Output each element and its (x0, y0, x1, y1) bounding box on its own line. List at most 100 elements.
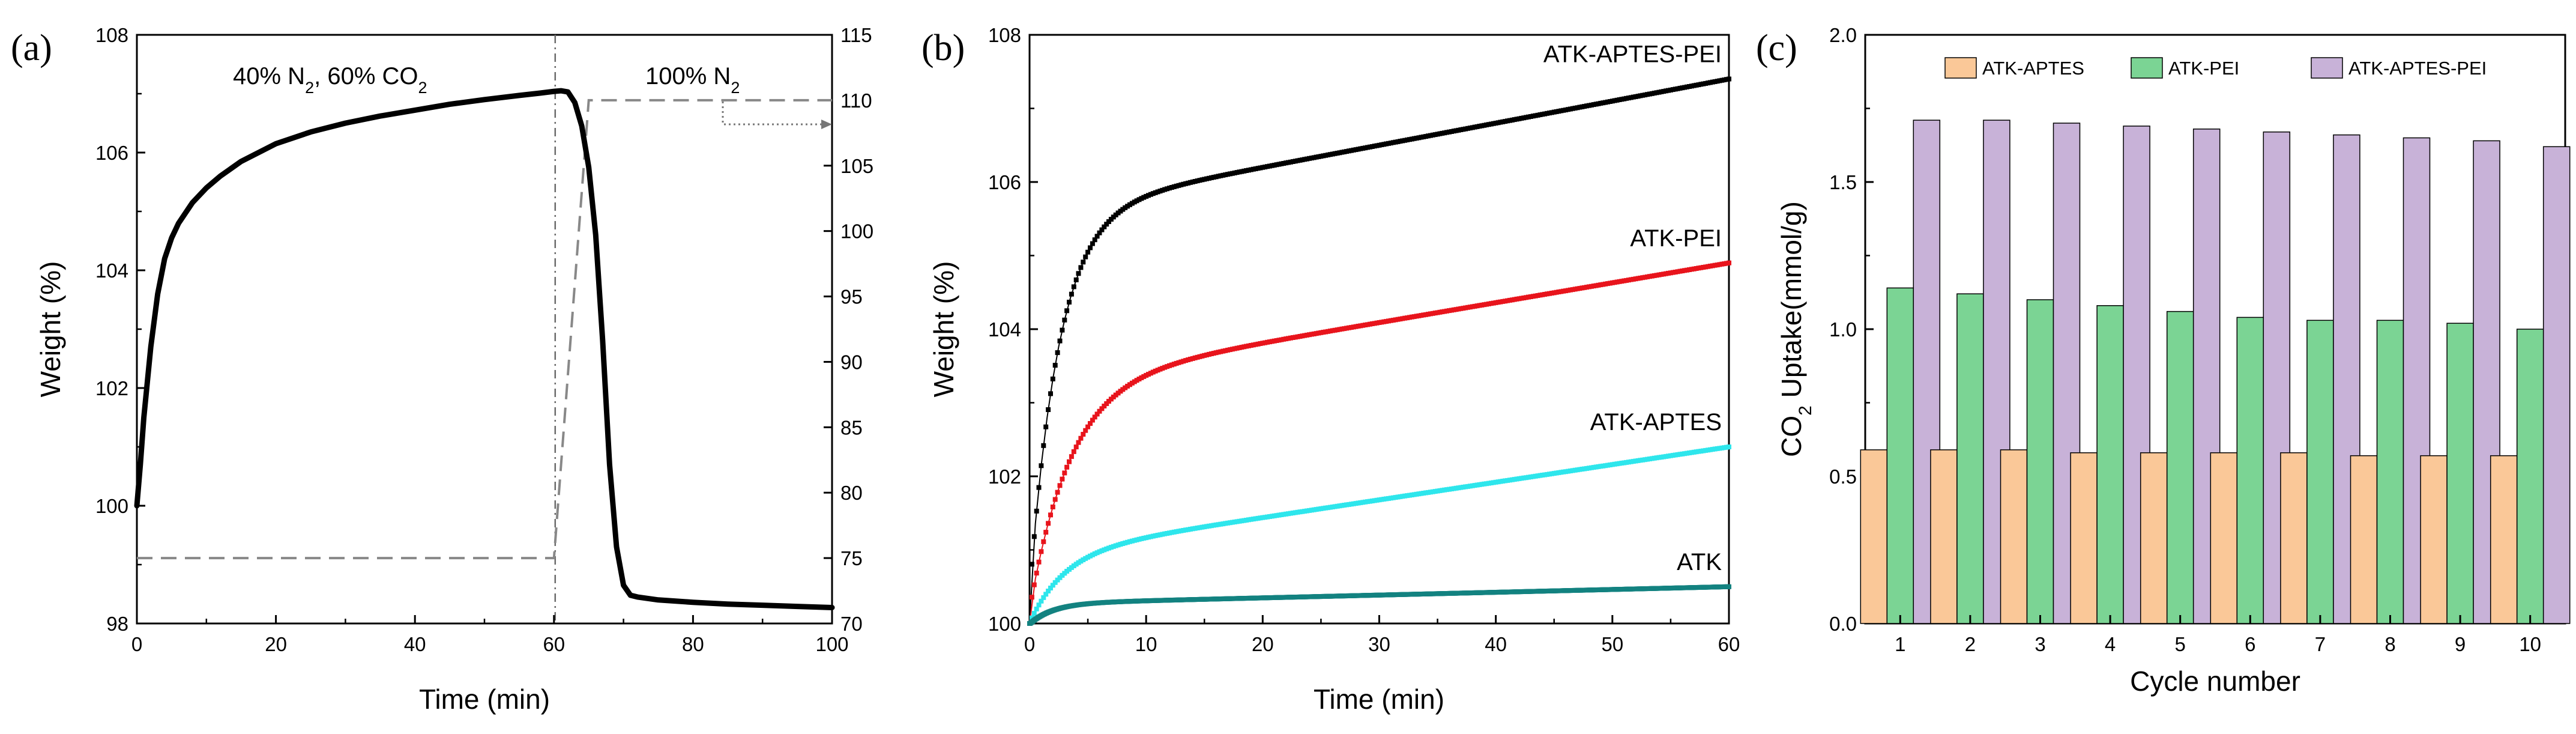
panel-a-gas-label-right: 100% N2 (645, 63, 740, 97)
panel-b-point-atk-aptes-pei (1062, 317, 1067, 323)
panel-b-point-atk-pei (1078, 435, 1084, 441)
panel-b-point-atk-aptes-pei (1727, 76, 1731, 82)
panel-b-point-atk-pei (1031, 582, 1037, 587)
panel-b-point-atk-aptes-pei (1046, 407, 1051, 412)
panel-b-point-atk-aptes-pei (1039, 463, 1044, 469)
panel-c-bar-atk-aptes (2490, 455, 2518, 624)
panel-b-point-atk-aptes-pei (1097, 230, 1102, 235)
panel-b-y-tick-label: 106 (988, 171, 1021, 193)
panel-b-point-atk-aptes (1036, 602, 1042, 608)
panel-b-point-atk-aptes-pei (1088, 245, 1093, 250)
panel-b-point-atk-aptes (1048, 586, 1053, 590)
panel-a-y-axis-label: Weight (%) (35, 261, 66, 398)
panel-a-y2-tick-label: 115 (840, 24, 872, 46)
panel-b-point-atk-aptes-pei (1102, 224, 1107, 229)
panel-b-series: ATK-APTES-PEI ATK-PEI ATK-APTES ATK (1027, 41, 1731, 626)
panel-b-point-atk-pei (1057, 483, 1063, 488)
panel-c-legend-label: ATK-APTES (1982, 58, 2084, 79)
panel-b-y-tick-label: 100 (988, 613, 1021, 635)
panel-c-legend-label: ATK-PEI (2168, 58, 2239, 79)
panel-c-legend: ATK-APTES ATK-PEI ATK-APTES-PEI (1944, 57, 2487, 79)
panel-b-point-atk-pei (1041, 539, 1046, 544)
panel-a-y2-tick-label: 75 (840, 547, 863, 569)
panel-a-x-tick-label: 40 (404, 633, 426, 655)
panel-c-bar-atk-pei (2166, 311, 2194, 624)
panel-b-point-atk-aptes (1050, 583, 1055, 588)
panel-b-x-tick-label: 40 (1485, 633, 1507, 655)
panel-c-y-ticks: 0.0 0.5 1.0 1.5 2.0 (1829, 24, 1874, 635)
panel-a-gas-label-left: 40% N2, 60% CO2 (233, 63, 427, 97)
panel-c-bar-atk-aptes (2420, 455, 2448, 624)
panel-a-y-tick-label: 100 (95, 495, 128, 517)
panel-b-point-atk-aptes (1052, 580, 1058, 585)
panel-c-bar-atk-aptes (2070, 452, 2098, 624)
panel-c-y-tick-label: 0.5 (1829, 466, 1857, 488)
panel-b-point-atk-aptes-pei (1031, 534, 1037, 539)
panel-c-bar-atk-pei (2376, 320, 2404, 624)
panel-c-bar-atk-aptes-pei (2542, 146, 2571, 624)
panel-a-y2-tick-label: 110 (840, 89, 872, 112)
panel-a-x-axis-label: Time (min) (419, 684, 550, 715)
panel-c-x-tick-label: 7 (2315, 633, 2326, 655)
panel-c-x-tick-label: 10 (2519, 633, 2541, 655)
panel-c-x-tick-label: 6 (2245, 633, 2255, 655)
panel-c-bars (1860, 120, 2571, 624)
panel-c-x-tick-label: 2 (1965, 633, 1976, 655)
panel-b-y-axis-label: Weight (%) (928, 261, 959, 398)
panel-a-y2-tick-label: 70 (840, 613, 863, 635)
panel-b-point-atk-aptes-pei (1069, 291, 1074, 297)
panel-b-point-atk-pei (1055, 490, 1060, 495)
panel-c-x-tick-label: 1 (1895, 633, 1905, 655)
panel-b-series-label-atk: ATK (1677, 549, 1722, 575)
panel-b-point-atk-aptes-pei (1104, 222, 1109, 227)
panel-b-point-atk-aptes-pei (1078, 265, 1084, 270)
panel-c-y-tick-label: 1.5 (1829, 171, 1857, 193)
panel-b-point-atk-pei (1094, 411, 1100, 417)
panel-b-point-atk-pei (1050, 505, 1055, 509)
panel-c-x-ticks: 1 2 3 4 5 6 7 8 9 10 (1895, 615, 2541, 655)
panel-b-point-atk-aptes-pei (1085, 249, 1091, 255)
panel-c-x-axis-label: Cycle number (2130, 666, 2300, 697)
panel-b-point-atk-pei (1043, 530, 1049, 535)
panel-b-point-atk-pei (1083, 428, 1088, 433)
panel-b-point-atk-pei (1085, 424, 1091, 429)
panel-a-y-tick-label: 98 (106, 613, 128, 635)
panel-c-bar-atk-aptes (2280, 452, 2308, 624)
panel-c-bar-atk-aptes (2350, 455, 2378, 624)
panel-b-point-atk-pei (1073, 444, 1079, 450)
panel-c-bar-atk-pei (2516, 329, 2544, 624)
panel-b-point-atk-pei (1039, 549, 1044, 554)
panel-c-bar-atk-aptes (2210, 452, 2238, 624)
panel-b-point-atk-pei (1088, 421, 1093, 426)
panel-b-point-atk-aptes-pei (1081, 259, 1086, 265)
panel-c-bar-atk-aptes (1860, 449, 1888, 624)
panel-c-x-tick-label: 8 (2384, 633, 2395, 655)
panel-a-y-tick-label: 102 (95, 377, 128, 399)
panel-b-point-atk-pei (1069, 454, 1074, 460)
panel-a-y2-tick-label: 100 (840, 220, 873, 243)
panel-b-point-atk-aptes-pei (1076, 271, 1081, 276)
panel-b-label: (b) (922, 28, 965, 68)
panel-b-point-atk-aptes-pei (1057, 338, 1063, 344)
panel-a-x-tick-label: 100 (815, 633, 848, 655)
panel-b-point-atk-aptes-pei (1052, 363, 1058, 368)
panel-a-y-tick-label: 106 (95, 142, 128, 164)
panel-b-point-atk-pei (1092, 414, 1097, 420)
panel-b-point-atk-pei (1727, 260, 1731, 265)
panel-a-y2-tick-label: 90 (840, 351, 863, 373)
panel-c-bar-atk-pei (2026, 299, 2054, 624)
panel-c-bar-atk-pei (1886, 287, 1914, 624)
panel-a-y2-tick-label: 80 (840, 482, 863, 504)
panel-b-point-atk-pei (1081, 432, 1086, 437)
panel-a-y2-ticks: 70 75 80 85 90 95 100 105 110 115 (824, 24, 873, 635)
panel-c-x-tick-label: 3 (2035, 633, 2045, 655)
panel-c-bar-atk-aptes (1930, 449, 1958, 624)
panel-b-point-atk-pei (1071, 449, 1076, 454)
panel-a-y-ticks: 98 100 102 104 106 108 (95, 24, 145, 635)
panel-b-point-atk-pei (1029, 595, 1034, 600)
panel-a-y2-tick-label: 105 (840, 155, 873, 177)
panel-b-point-atk-aptes-pei (1060, 327, 1065, 333)
panel-a-x-ticks: 0 20 40 60 80 100 (131, 615, 849, 655)
panel-c-bar-atk-aptes (2000, 449, 2028, 624)
panel-b-y-ticks: 100 102 104 106 108 (988, 24, 1038, 635)
